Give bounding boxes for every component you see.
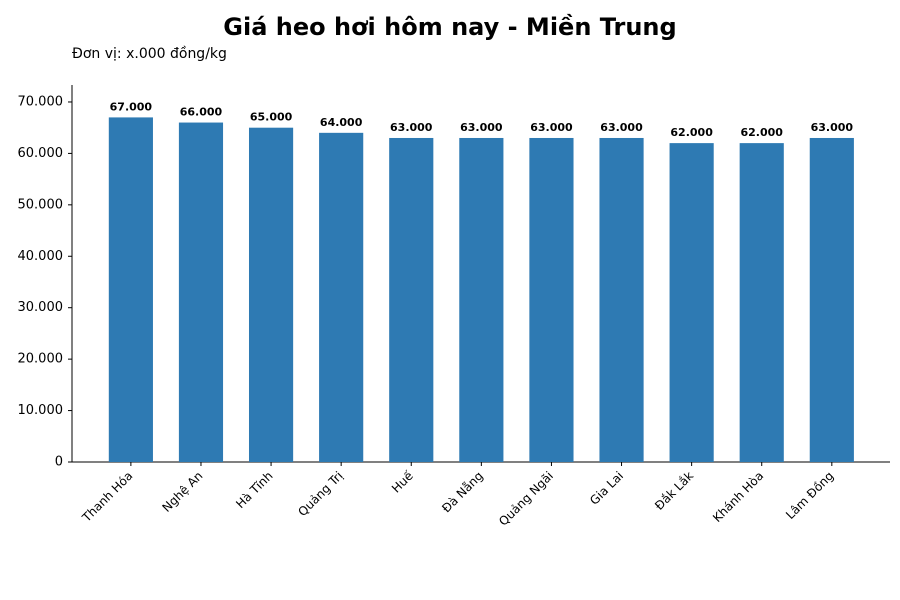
value-label: 65.000 bbox=[250, 111, 293, 124]
y-tick-label: 50.000 bbox=[18, 197, 64, 212]
y-tick-label: 60.000 bbox=[18, 146, 64, 161]
bar bbox=[108, 117, 153, 462]
y-tick-label: 20.000 bbox=[18, 352, 64, 367]
x-tick-label: Huế bbox=[389, 468, 416, 495]
value-label: 63.000 bbox=[811, 121, 854, 134]
x-tick-label: Khánh Hòa bbox=[710, 469, 766, 525]
value-label: 64.000 bbox=[320, 116, 363, 129]
y-tick-label: 40.000 bbox=[18, 249, 64, 264]
x-tick-label: Lâm Đồng bbox=[783, 469, 836, 522]
bar bbox=[178, 122, 224, 462]
x-tick-label: Đà Nẵng bbox=[439, 469, 486, 516]
bar bbox=[248, 127, 294, 462]
bar bbox=[529, 137, 574, 462]
x-tick-label: Hà Tĩnh bbox=[233, 469, 275, 511]
y-tick-label: 0 bbox=[55, 455, 63, 470]
bar bbox=[599, 137, 644, 462]
chart-subtitle: Đơn vị: x.000 đồng/kg bbox=[72, 45, 227, 62]
bar bbox=[669, 143, 714, 462]
bar bbox=[459, 137, 504, 462]
x-tick-label: Đắk Lắk bbox=[652, 469, 696, 513]
value-label: 63.000 bbox=[460, 121, 503, 134]
y-tick-label: 10.000 bbox=[18, 403, 64, 418]
value-label: 63.000 bbox=[530, 121, 573, 134]
x-tick-label: Nghệ An bbox=[159, 469, 205, 515]
x-tick-label: Quảng Trị bbox=[295, 469, 345, 519]
value-label: 63.000 bbox=[390, 121, 433, 134]
value-label: 66.000 bbox=[180, 106, 223, 119]
y-tick-label: 70.000 bbox=[18, 94, 64, 109]
bar bbox=[319, 132, 364, 462]
value-label: 62.000 bbox=[670, 126, 713, 139]
bar bbox=[809, 137, 854, 462]
value-label: 63.000 bbox=[600, 121, 643, 134]
bar bbox=[739, 143, 784, 462]
x-tick-label: Gia Lai bbox=[587, 469, 626, 508]
value-label: 67.000 bbox=[110, 100, 153, 113]
bar bbox=[389, 137, 434, 462]
value-label: 62.000 bbox=[741, 126, 784, 139]
y-tick-label: 30.000 bbox=[18, 300, 64, 315]
x-tick-label: Quảng Ngãi bbox=[496, 469, 556, 529]
chart-title: Giá heo hơi hôm nay - Miền Trung bbox=[223, 13, 676, 41]
x-tick-label: Thanh Hóa bbox=[79, 469, 136, 526]
